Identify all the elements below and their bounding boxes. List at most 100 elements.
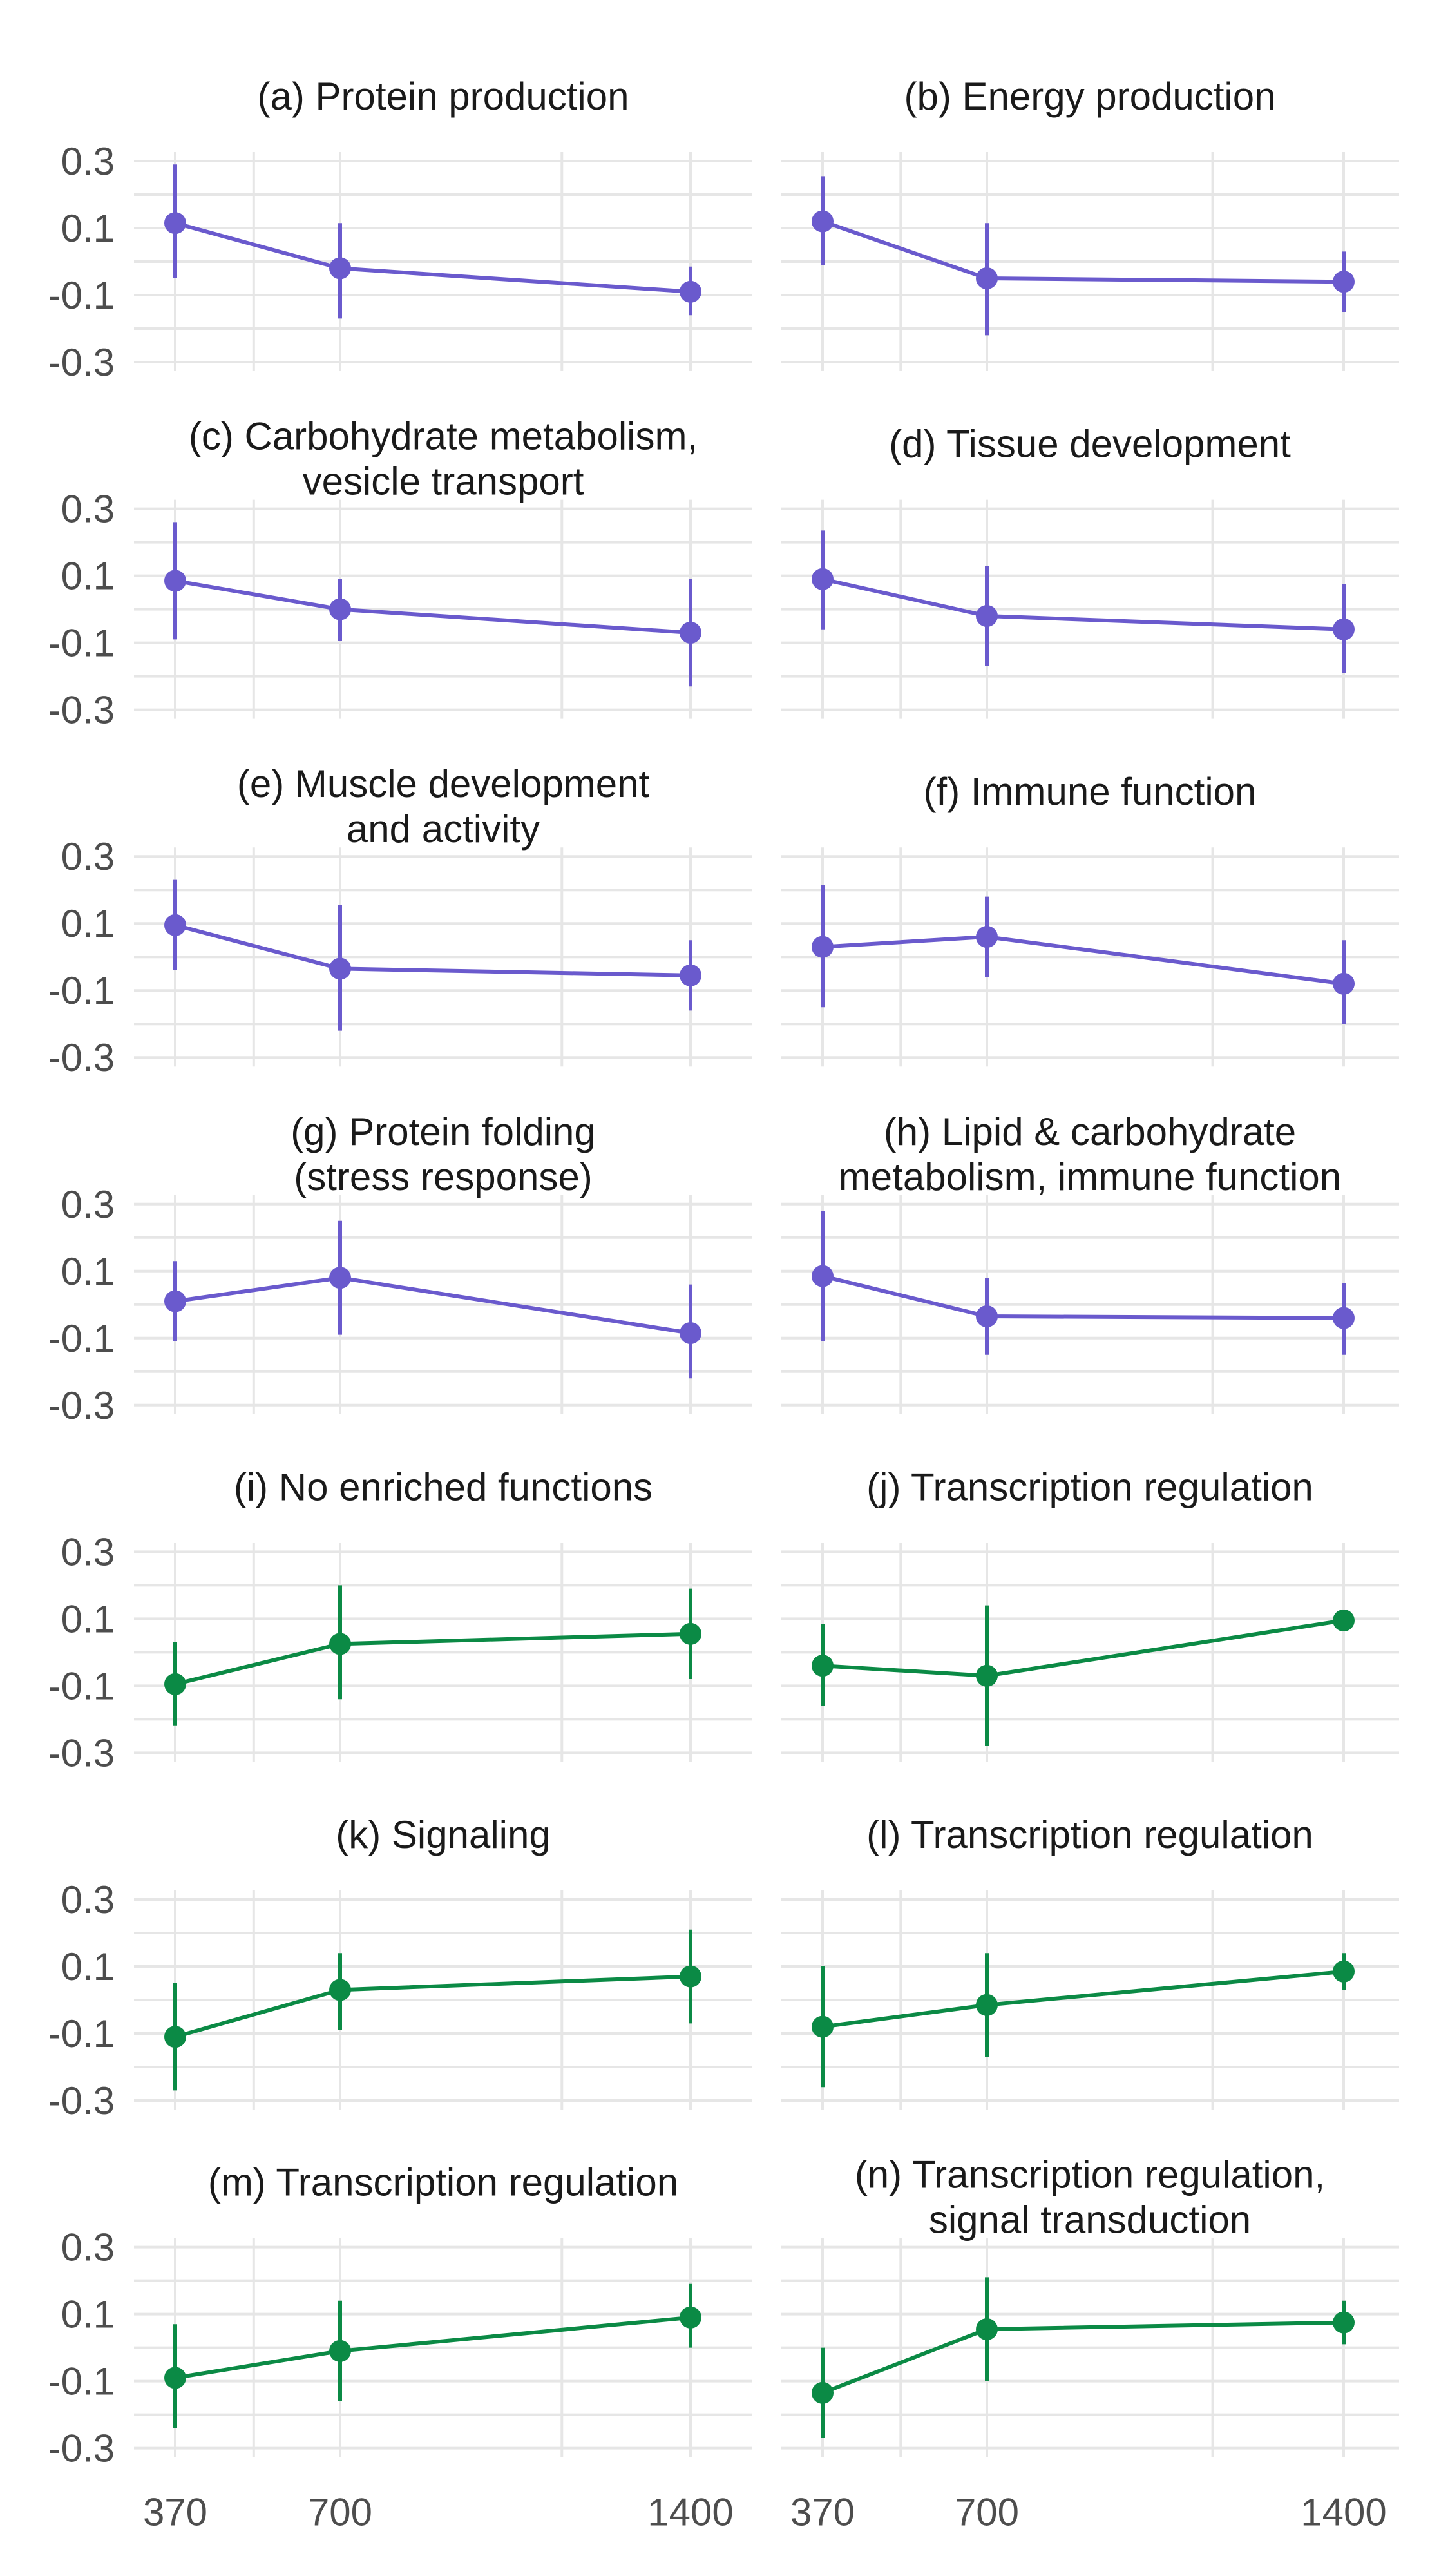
data-point	[1333, 972, 1355, 995]
y-tick-label: 0.3	[61, 1183, 115, 1226]
y-tick-label: 0.3	[61, 835, 115, 878]
panel-h: (h) Lipid & carbohydrate metabolism, immu…	[781, 1110, 1399, 1414]
panel-title: (e) Muscle development and activity	[237, 762, 650, 851]
data-point	[329, 1979, 351, 2001]
data-point	[1333, 1960, 1355, 1983]
data-point	[680, 1322, 701, 1344]
panel-l: (l) Transcription regulation	[781, 1813, 1399, 2110]
y-tick-label: 0.1	[61, 555, 115, 598]
y-tick-label: 0.1	[61, 1945, 115, 1988]
y-tick-label: -0.3	[48, 2079, 115, 2122]
data-point	[164, 212, 186, 235]
y-tick-label: 0.3	[61, 140, 115, 183]
data-point	[976, 1664, 998, 1687]
panel-title-line: (k) Signaling	[336, 1813, 551, 1856]
panel-title-line: signal transduction	[929, 2198, 1251, 2242]
panel-title: (c) Carbohydrate metabolism, vesicle tran…	[189, 415, 698, 503]
panel-title-line: (i) No enriched functions	[234, 1465, 653, 1508]
y-tick-label: -0.3	[48, 341, 115, 384]
panel-title: (a) Protein production	[258, 75, 629, 118]
panel-title-line: metabolism, immune function	[839, 1155, 1341, 1198]
panel-title-line: (f) Immune function	[924, 770, 1257, 813]
data-point	[680, 1622, 701, 1645]
panel-title: (f) Immune function	[924, 770, 1257, 813]
y-tick-label: -0.1	[48, 969, 115, 1012]
panel-g: (g) Protein folding (stress response) 0.3 0…	[48, 1110, 752, 1427]
panel-i: (i) No enriched functions 0.3 0.1 -0.1 -0.3	[48, 1465, 752, 1774]
data-point	[812, 2381, 834, 2404]
data-point	[1333, 271, 1355, 293]
data-point	[812, 210, 834, 233]
panel-a: (a) Protein production 0.3 0.1 -0.1 -0.3	[48, 75, 752, 384]
x-tick-label: 370	[790, 2491, 855, 2534]
data-point	[164, 1290, 186, 1312]
data-point	[164, 1673, 186, 1695]
data-point	[164, 570, 186, 592]
panel-m: (m) Transcription regulation 0.3 0.1 -0.1 -0…	[48, 2161, 752, 2534]
y-tick-label: -0.1	[48, 2360, 115, 2403]
panel-title-line: vesicle transport	[303, 460, 584, 503]
data-point	[812, 1265, 834, 1287]
panel-title-line: (l) Transcription regulation	[866, 1813, 1313, 1856]
panel-title-line: (h) Lipid & carbohydrate	[884, 1110, 1296, 1153]
panel-title-line: and activity	[347, 807, 540, 851]
y-tick-label: 0.1	[61, 2293, 115, 2336]
panel-title: (g) Protein folding (stress response)	[291, 1110, 596, 1198]
x-tick-label: 700	[308, 2491, 372, 2534]
data-point	[976, 2318, 998, 2340]
data-point	[680, 964, 701, 986]
x-tick-label: 1400	[1301, 2491, 1386, 2534]
data-point	[976, 1305, 998, 1327]
panel-title: (b) Energy production	[904, 75, 1276, 118]
panel-f: (f) Immune function	[781, 770, 1399, 1067]
data-point	[329, 1267, 351, 1289]
data-point	[329, 257, 351, 280]
y-tick-label: -0.3	[48, 1384, 115, 1427]
panel-j: (j) Transcription regulation	[781, 1465, 1399, 1762]
data-point	[1333, 1610, 1355, 1631]
y-tick-label: 0.1	[61, 207, 115, 250]
data-point	[1333, 1307, 1355, 1329]
y-tick-label: 0.3	[61, 2226, 115, 2269]
data-point	[680, 1965, 701, 1988]
panel-title: (h) Lipid & carbohydrate metabolism, immu…	[839, 1110, 1341, 1198]
y-tick-label: 0.1	[61, 902, 115, 945]
data-point	[976, 267, 998, 289]
panel-title-line: (j) Transcription regulation	[866, 1465, 1313, 1508]
x-tick-label: 700	[955, 2491, 1019, 2534]
x-tick-label: 370	[143, 2491, 207, 2534]
data-point	[976, 1994, 998, 2016]
panel-e: (e) Muscle development and activity 0.3 0.1…	[48, 762, 752, 1079]
data-point	[164, 914, 186, 936]
data-point	[680, 622, 701, 644]
y-tick-label: 0.1	[61, 1250, 115, 1293]
panel-title: (i) No enriched functions	[234, 1465, 653, 1508]
data-point	[976, 926, 998, 948]
data-point	[680, 2306, 701, 2329]
panel-title: (m) Transcription regulation	[208, 2161, 678, 2204]
panel-title: (j) Transcription regulation	[866, 1465, 1313, 1508]
panel-c: (c) Carbohydrate metabolism, vesicle tran…	[48, 415, 752, 732]
y-tick-label: 0.3	[61, 488, 115, 531]
panel-title-line: (g) Protein folding	[291, 1110, 596, 1153]
x-tick-label: 1400	[647, 2491, 733, 2534]
data-point	[976, 605, 998, 627]
panel-title: (n) Transcription regulation, signal tran…	[855, 2153, 1325, 2242]
data-point	[812, 2015, 834, 2038]
panel-title-line: (n) Transcription regulation,	[855, 2153, 1325, 2196]
panel-title-line: (c) Carbohydrate metabolism,	[189, 415, 698, 458]
data-point	[680, 280, 701, 303]
panel-title-line: (stress response)	[294, 1155, 592, 1198]
y-tick-label: 0.1	[61, 1597, 115, 1640]
y-tick-label: -0.1	[48, 622, 115, 665]
data-point	[164, 2367, 186, 2389]
y-tick-label: -0.3	[48, 1036, 115, 1079]
y-tick-label: -0.1	[48, 2012, 115, 2055]
y-tick-label: -0.3	[48, 2427, 115, 2470]
data-point	[1333, 618, 1355, 640]
data-point	[812, 1655, 834, 1677]
panel-title: (k) Signaling	[336, 1813, 551, 1856]
panel-title-line: (e) Muscle development	[237, 762, 650, 805]
data-point	[812, 568, 834, 590]
